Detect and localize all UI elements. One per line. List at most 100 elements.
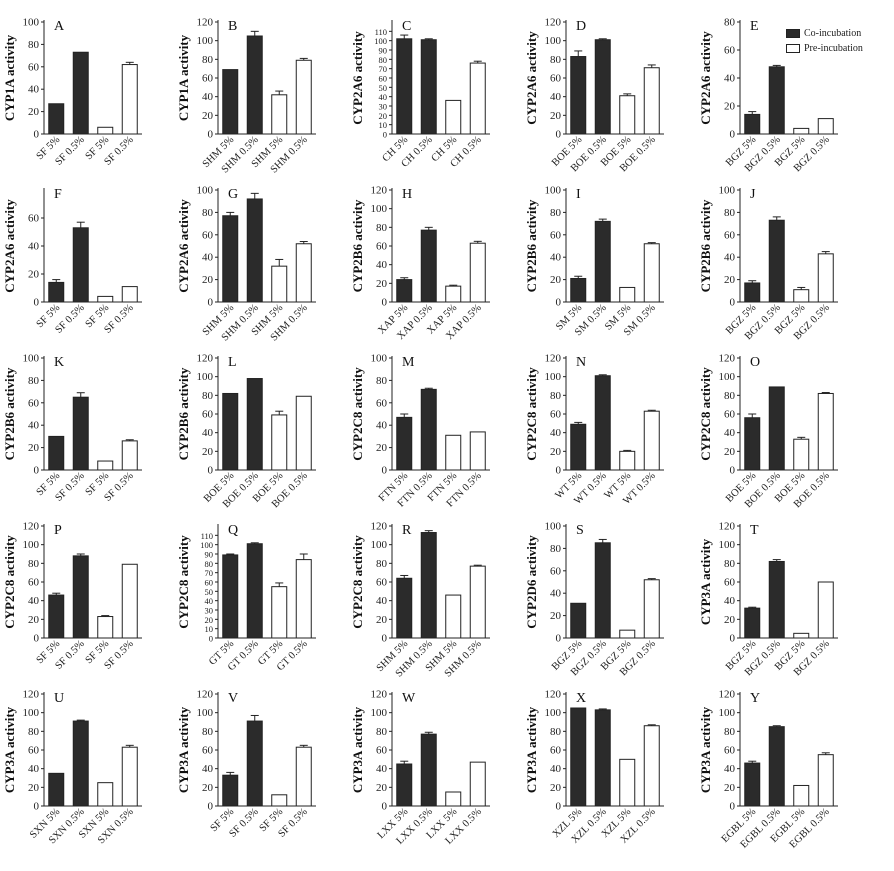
y-tick-label: 60 xyxy=(724,745,736,757)
y-tick-label: 40 xyxy=(724,595,736,607)
y-tick-label: 120 xyxy=(23,689,40,701)
y-tick-label: 50 xyxy=(379,83,388,93)
y-tick-label: 60 xyxy=(28,213,40,225)
y-tick-label: 0 xyxy=(382,465,388,477)
y-tick-label: 80 xyxy=(205,559,214,569)
bar xyxy=(643,725,660,807)
bar xyxy=(396,416,413,471)
y-tick-label: 60 xyxy=(376,241,388,253)
y-tick-label: 60 xyxy=(724,229,736,241)
y-axis-label: CYP3A activity xyxy=(350,706,365,793)
y-tick-label: 10 xyxy=(205,624,214,634)
y-tick-label: 100 xyxy=(719,371,736,383)
y-tick-label: 20 xyxy=(202,446,214,458)
y-tick-label: 40 xyxy=(379,92,388,102)
y-tick-label: 100 xyxy=(719,539,736,551)
y-tick-label: 120 xyxy=(545,17,562,29)
y-tick-label: 100 xyxy=(719,707,736,719)
y-tick-label: 100 xyxy=(371,353,388,365)
y-axis-label: CYP1A activity xyxy=(2,34,17,121)
y-tick-label: 80 xyxy=(28,39,40,51)
bar xyxy=(97,126,114,135)
y-tick-label: 80 xyxy=(202,726,214,738)
y-tick-label: 100 xyxy=(23,17,40,29)
y-tick-label: 0 xyxy=(34,129,40,141)
panel-letter: C xyxy=(402,19,411,34)
y-tick-label: 80 xyxy=(550,54,562,66)
y-tick-label: 80 xyxy=(550,207,562,219)
y-axis-label: CYP3A activity xyxy=(698,538,713,625)
y-tick-label: 60 xyxy=(376,577,388,589)
bar xyxy=(445,99,462,135)
panel-letter: A xyxy=(54,19,65,34)
panel-letter: O xyxy=(750,355,760,370)
y-tick-label: 40 xyxy=(28,84,40,96)
y-tick-label: 0 xyxy=(382,801,388,813)
y-tick-label: 20 xyxy=(376,278,388,290)
bar xyxy=(222,69,239,135)
y-tick-label: 120 xyxy=(23,521,40,533)
y-tick-label: 20 xyxy=(550,782,562,794)
panel-letter: W xyxy=(402,691,416,706)
bar xyxy=(768,726,785,807)
y-tick-label: 80 xyxy=(550,390,562,402)
y-tick-label: 20 xyxy=(28,106,40,118)
legend-label-co: Co-incubation xyxy=(804,28,862,39)
y-tick-label: 20 xyxy=(376,782,388,794)
y-tick-label: 80 xyxy=(376,375,388,387)
bar xyxy=(744,282,761,303)
y-tick-label: 80 xyxy=(28,375,40,387)
bar xyxy=(643,67,660,135)
y-tick-label: 120 xyxy=(545,353,562,365)
y-tick-label: 100 xyxy=(545,35,562,47)
bar xyxy=(246,198,263,303)
y-tick-label: 60 xyxy=(28,745,40,757)
y-tick-label: 20 xyxy=(550,446,562,458)
y-tick-label: 40 xyxy=(724,427,736,439)
y-tick-label: 100 xyxy=(371,707,388,719)
y-tick-label: 0 xyxy=(730,633,736,645)
y-tick-label: 60 xyxy=(202,745,214,757)
y-tick-label: 0 xyxy=(383,130,387,140)
y-tick-label: 80 xyxy=(202,207,214,219)
y-tick-label: 120 xyxy=(371,185,388,197)
y-tick-label: 0 xyxy=(556,801,562,813)
bar xyxy=(222,215,239,303)
y-tick-label: 40 xyxy=(724,252,736,264)
panel-letter: F xyxy=(54,187,62,202)
bar xyxy=(72,51,89,135)
bar xyxy=(72,227,89,303)
y-tick-label: 40 xyxy=(202,252,214,264)
panel-letter: E xyxy=(750,19,759,34)
y-tick-label: 100 xyxy=(545,185,562,197)
panel-letter: P xyxy=(54,523,62,538)
bar xyxy=(619,450,636,471)
y-tick-label: 40 xyxy=(376,595,388,607)
y-axis-label: CYP2C8 activity xyxy=(350,535,365,629)
bar xyxy=(744,417,761,471)
y-axis-label: CYP2A6 activity xyxy=(524,31,539,125)
y-tick-label: 100 xyxy=(197,185,214,197)
y-tick-label: 20 xyxy=(724,274,736,286)
y-axis-label: CYP2C8 activity xyxy=(524,367,539,461)
bar xyxy=(643,243,660,303)
y-tick-label: 80 xyxy=(28,726,40,738)
y-tick-label: 0 xyxy=(730,801,736,813)
legend-label-pre: Pre-incubation xyxy=(804,43,863,54)
bar xyxy=(619,95,636,135)
bar xyxy=(817,253,834,303)
panel-letter: Q xyxy=(228,523,238,538)
y-axis-label: CYP2A6 activity xyxy=(698,31,713,125)
y-tick-label: 100 xyxy=(545,707,562,719)
y-axis-label: CYP1A activity xyxy=(176,34,191,121)
bar xyxy=(594,220,611,303)
y-tick-label: 100 xyxy=(371,203,388,215)
y-tick-label: 20 xyxy=(550,610,562,622)
